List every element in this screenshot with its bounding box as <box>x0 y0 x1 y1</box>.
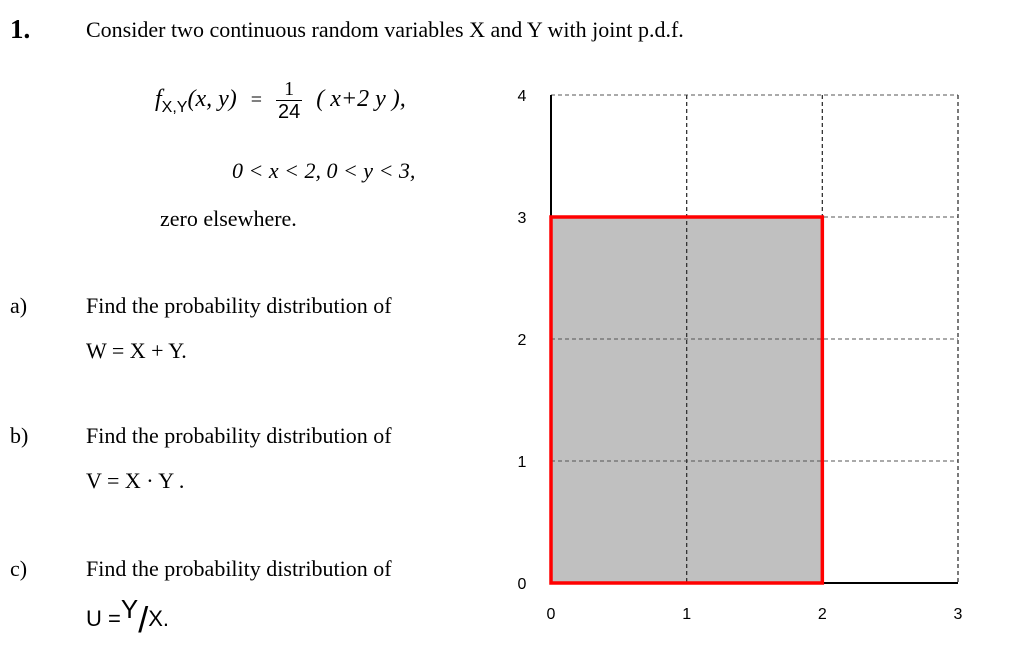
pdf-args: (x, y) <box>187 86 237 113</box>
pdf-coefficient: 1 24 <box>276 78 303 123</box>
part-b-expr: V = X · Y . <box>86 468 185 493</box>
x-tick-label: 0 <box>547 606 556 623</box>
part-c-numerator: Y <box>120 594 139 624</box>
part-c-prefix: U = <box>86 606 121 631</box>
question-number: 1. <box>10 14 31 44</box>
question-statement: Consider two continuous random variables… <box>86 17 684 42</box>
part-b-label: b) <box>10 423 29 448</box>
part-c-prompt: Find the probability distribution of <box>86 556 392 581</box>
part-c-expr: U =Y/X. <box>86 594 169 641</box>
part-a-expr: W = X + Y. <box>86 338 187 363</box>
y-tick-label: 3 <box>518 210 527 227</box>
pdf-equals: = <box>250 89 263 112</box>
pdf-formula: fX,Y(x, y) = 1 24 ( x+2 y ), <box>155 78 406 123</box>
pdf-f: f <box>155 86 162 113</box>
pdf-coef-den: 24 <box>278 101 301 123</box>
region-border <box>549 215 825 585</box>
part-a-label: a) <box>10 293 28 318</box>
part-c-suffix: . <box>162 606 170 631</box>
pdf-coef-num: 1 <box>276 78 303 101</box>
x-tick-label: 1 <box>682 606 691 623</box>
part-c-slash: / <box>138 599 149 640</box>
y-tick-label: 0 <box>518 576 527 593</box>
pdf-expr: ( x+2 y ), <box>316 86 406 113</box>
x-tick-label: 2 <box>818 606 827 623</box>
y-tick-label: 2 <box>518 332 527 349</box>
x-tick-label: 3 <box>954 606 963 623</box>
pdf-elsewhere: zero elsewhere. <box>160 206 297 231</box>
pdf-subscript: X,Y <box>161 99 188 117</box>
part-c-denominator: X <box>148 606 163 631</box>
part-a-prompt: Find the probability distribution of <box>86 293 392 318</box>
y-tick-label: 4 <box>518 88 527 105</box>
y-tick-label: 1 <box>518 454 527 471</box>
part-b-prompt: Find the probability distribution of <box>86 423 392 448</box>
part-c-label: c) <box>10 556 28 581</box>
pdf-support: 0 < x < 2, 0 < y < 3, <box>232 158 416 183</box>
